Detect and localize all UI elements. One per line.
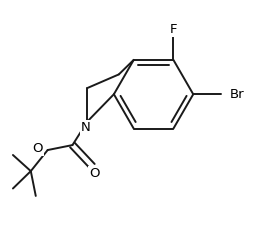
Text: O: O	[89, 167, 100, 180]
Text: F: F	[170, 23, 177, 36]
Text: N: N	[81, 121, 91, 134]
Text: O: O	[33, 142, 43, 155]
Text: Br: Br	[230, 88, 245, 101]
